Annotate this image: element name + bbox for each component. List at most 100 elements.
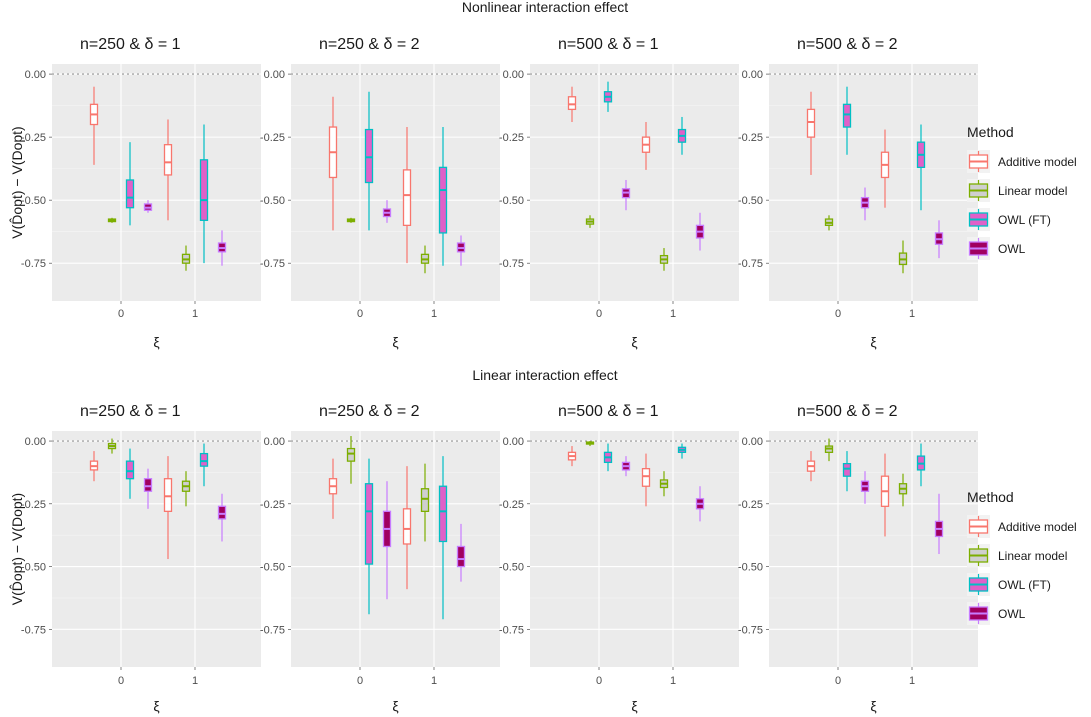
x-tick-label: 1 [909,308,915,320]
box-owl-ft- [125,142,135,226]
box-additive-model [89,86,99,165]
y-tick-label: -0.25 [21,132,46,144]
y-tick-label: 0.00 [264,436,285,448]
panel-background [291,64,500,301]
box-additive-model [328,96,338,231]
legend-label: OWL (FT) [998,213,1051,227]
y-tick-label: -0.75 [499,624,524,636]
y-tick-label: -0.75 [499,258,524,270]
y-tick-label: -0.75 [21,258,46,270]
box-owl [217,230,227,266]
x-tick-label: 1 [431,675,437,687]
panel-title: n=500 & δ = 1 [558,403,659,420]
legend-key [967,515,990,538]
box-linear-model [181,471,191,507]
box-owl [860,187,870,221]
box-owl [382,481,392,600]
section-title: Nonlinear interaction effect [462,0,628,15]
box-owl-ft- [842,86,852,155]
y-axis-title-text: V(D̂opt) − V(Dopt) [9,126,25,238]
x-tick-label: 1 [670,675,676,687]
y-tick-label: -0.75 [260,258,285,270]
x-tick-label: 0 [596,675,602,687]
x-axis-title: ξ [631,698,637,714]
box-linear-model [585,215,595,228]
box [364,128,374,184]
x-axis-title: ξ [392,334,398,350]
box-owl-ft- [677,443,687,459]
box [438,166,448,234]
legend-key [967,573,990,596]
x-axis-title: ξ [392,698,398,714]
x-tick-label: 0 [357,308,363,320]
box-linear-model [824,215,834,231]
box [143,478,153,492]
box-owl [695,486,705,522]
box-additive-model [402,466,412,590]
x-tick-label: 1 [192,675,198,687]
y-tick-label: -0.50 [21,195,46,207]
y-axis-title-text: V(D̂opt) − V(Dopt) [9,493,25,605]
y-tick-label: -0.25 [738,132,763,144]
y-tick-label: -0.50 [260,562,285,574]
legend: Method Additive model Linear model OWL (FT)… [967,489,1077,625]
y-axis-title: V(D̂opt) − V(Dopt) [9,493,25,605]
y-tick-label: -0.75 [21,624,46,636]
x-tick-label: 0 [118,308,124,320]
section-title: Linear interaction effect [472,367,617,383]
box-linear-model [181,245,191,271]
box-owl [456,523,466,582]
box-additive-model [89,451,99,482]
box [125,460,135,480]
legend-title: Method [967,124,1014,140]
x-axis-title: ξ [870,698,876,714]
x-axis-title: ξ [870,334,876,350]
x-tick-label: 1 [431,308,437,320]
box-owl-ft- [916,443,926,487]
legend: Method Additive model Linear model OWL (FT)… [967,124,1077,260]
box-owl-ft- [842,451,852,492]
y-tick-label: -0.25 [260,132,285,144]
box [402,508,412,545]
box-owl-ft- [603,81,613,112]
box-owl-ft- [364,458,374,615]
box-owl [934,220,944,259]
box-owl-ft- [199,124,209,264]
x-tick-label: 0 [596,308,602,320]
box-additive-model [806,91,816,175]
y-tick-label: -0.50 [499,195,524,207]
x-tick-label: 0 [357,675,363,687]
x-tick-label: 0 [835,308,841,320]
y-tick-label: -0.25 [21,499,46,511]
box-linear-model [346,217,356,223]
box-linear-model [420,245,430,274]
box [346,447,356,462]
box [456,545,466,568]
panel-background [769,431,978,667]
box-additive-model [880,129,890,208]
legend-label: Additive model [998,155,1077,169]
panel: n=500 & δ = 1 0.00 -0.25 -0.50 -0.75 0 1 ξ [499,403,739,714]
y-tick-label: -0.25 [738,499,763,511]
box-additive-model [641,121,651,170]
panel: n=250 & δ = 1 0.00 -0.25 -0.50 -0.75 0 1 ξ [21,403,261,714]
panel-title: n=250 & δ = 2 [319,403,420,420]
box-additive-model [567,86,577,122]
panel: n=250 & δ = 2 0.00 -0.25 -0.50 -0.75 0 1 ξ [260,36,500,350]
panel-title: n=500 & δ = 2 [797,403,898,420]
box-owl-ft- [677,116,687,155]
panel: n=250 & δ = 1 0.00 -0.25 -0.50 -0.75 0 1 ξ [21,36,261,350]
x-tick-label: 1 [909,675,915,687]
panel: n=500 & δ = 1 0.00 -0.25 -0.50 -0.75 0 1 ξ [499,36,739,350]
box-owl [382,200,392,223]
y-tick-label: -0.75 [738,258,763,270]
panel: n=500 & δ = 2 0.00 -0.25 -0.50 -0.75 0 1 ξ [738,403,978,714]
box [842,462,852,477]
legend-label: OWL (FT) [998,578,1051,592]
y-tick-label: -0.25 [499,499,524,511]
y-tick-label: -0.25 [499,132,524,144]
box [402,169,412,227]
y-axis-title: V(D̂opt) − V(Dopt) [9,126,25,238]
y-tick-label: 0.00 [742,69,763,81]
